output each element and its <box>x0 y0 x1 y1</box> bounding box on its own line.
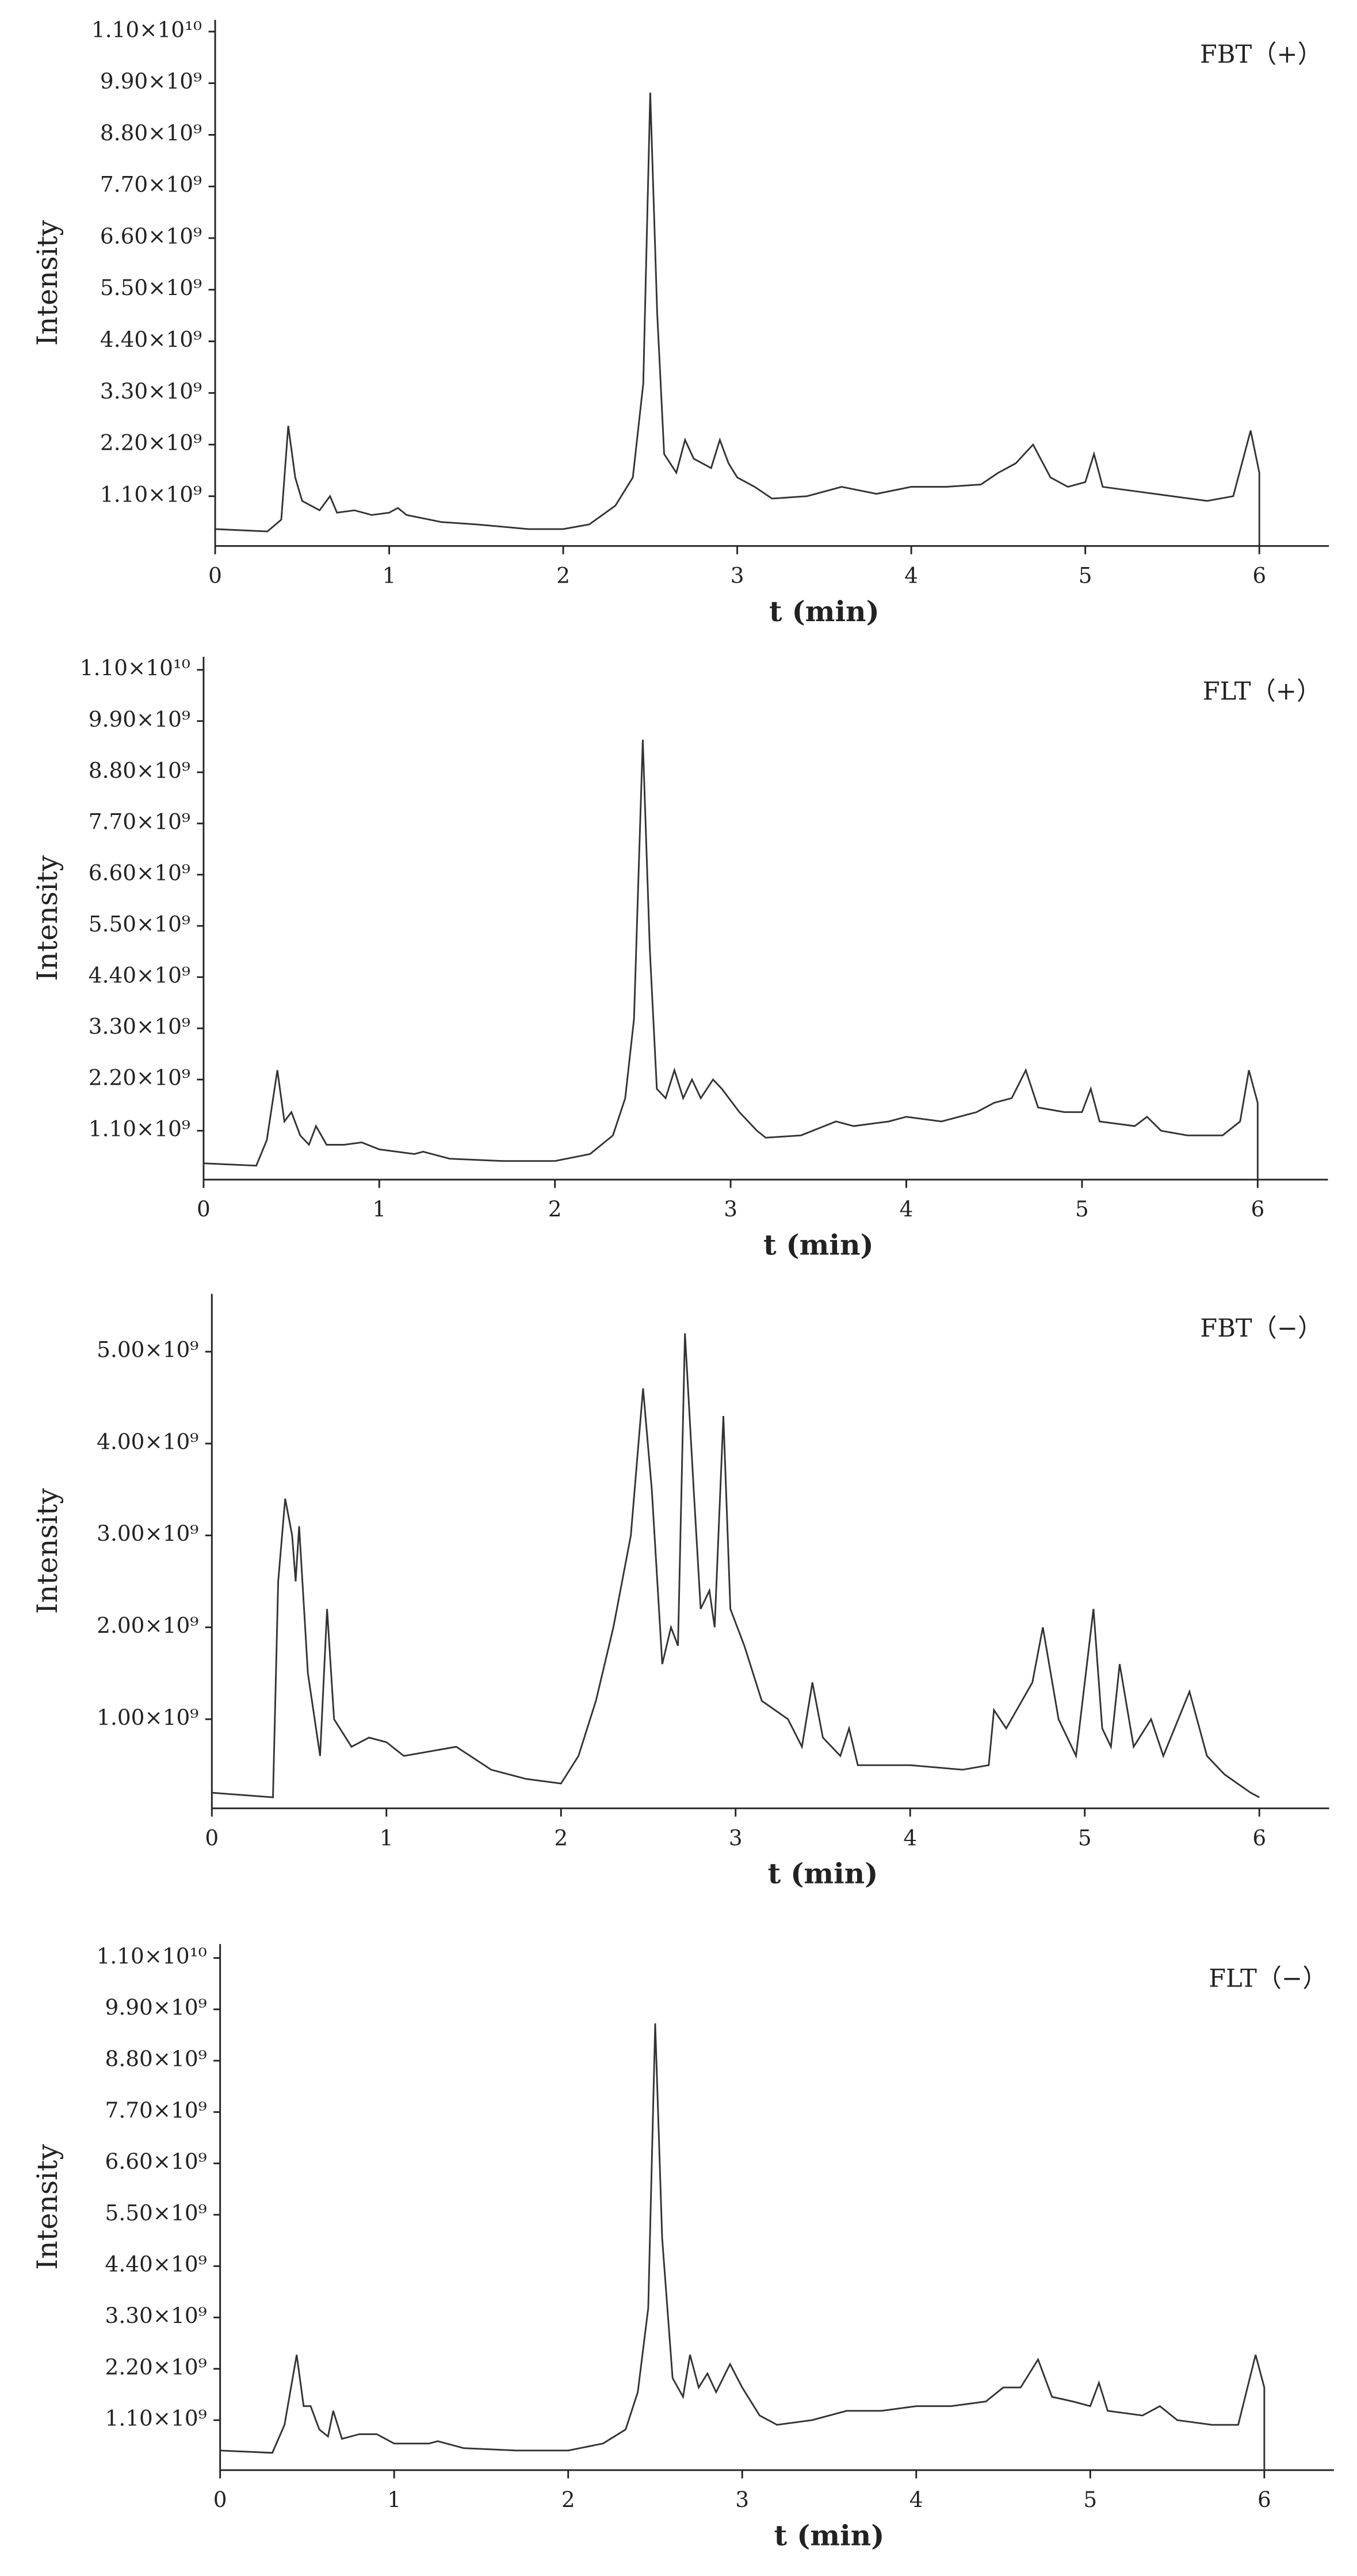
y-tick-label: 8.80×10⁹ <box>100 120 202 146</box>
y-tick-label: 1.10×10⁹ <box>100 481 202 507</box>
x-tick-label: 6 <box>1252 1825 1266 1850</box>
x-tick-label: 4 <box>900 1196 913 1222</box>
x-axis-label: t (min) <box>774 2518 885 2552</box>
y-tick-label: 7.70×10⁹ <box>89 809 190 834</box>
y-tick-label: 2.20×10⁹ <box>89 1065 190 1090</box>
panel-annotation: FBT（+） <box>1200 40 1322 69</box>
x-tick-label: 5 <box>1083 2487 1097 2512</box>
x-tick-label: 3 <box>735 2487 749 2512</box>
y-tick-label: 2.20×10⁹ <box>100 430 202 456</box>
x-tick-label: 3 <box>731 562 744 588</box>
y-tick-label: 8.80×10⁹ <box>89 757 190 783</box>
x-tick-label: 3 <box>724 1196 737 1222</box>
x-tick-label: 5 <box>1079 562 1092 588</box>
x-tick-label: 1 <box>387 2487 401 2512</box>
x-tick-label: 2 <box>548 1196 562 1222</box>
y-tick-label: 7.70×10⁹ <box>105 2097 207 2123</box>
y-tick-label: 1.10×10⁹ <box>89 1116 190 1142</box>
y-tick-label: 7.70×10⁹ <box>100 172 202 197</box>
y-axis-label: Intensity <box>31 1488 64 1614</box>
x-tick-label: 3 <box>729 1825 743 1850</box>
x-tick-label: 4 <box>904 562 918 588</box>
y-tick-label: 1.10×10¹⁰ <box>97 1943 207 1969</box>
x-tick-label: 6 <box>1257 2487 1271 2512</box>
chromatogram-line <box>212 1333 1260 1798</box>
x-tick-label: 0 <box>213 2487 227 2512</box>
y-tick-label: 6.60×10⁹ <box>105 2149 207 2174</box>
x-tick-label: 0 <box>205 1825 219 1850</box>
x-tick-label: 6 <box>1251 1196 1264 1222</box>
y-tick-label: 5.50×10⁹ <box>89 911 190 936</box>
y-tick-label: 1.00×10⁹ <box>97 1705 198 1730</box>
y-tick-label: 4.40×10⁹ <box>105 2252 207 2277</box>
chromatogram-line <box>203 740 1259 1180</box>
x-tick-label: 6 <box>1252 562 1266 588</box>
x-tick-label: 2 <box>561 2487 575 2512</box>
y-axis-label: Intensity <box>31 220 64 346</box>
y-tick-label: 5.50×10⁹ <box>100 275 202 300</box>
y-tick-label: 9.90×10⁹ <box>105 1995 207 2020</box>
panel-annotation: FLT（−） <box>1209 1964 1327 1993</box>
x-axis-label: t (min) <box>763 1228 874 1262</box>
x-tick-label: 0 <box>208 562 222 588</box>
x-tick-label: 0 <box>197 1196 211 1222</box>
y-tick-label: 9.90×10⁹ <box>100 68 202 94</box>
x-tick-label: 2 <box>556 562 570 588</box>
y-tick-label: 3.30×10⁹ <box>105 2303 207 2328</box>
y-tick-label: 1.10×10¹⁰ <box>91 17 202 42</box>
y-tick-label: 8.80×10⁹ <box>105 2046 207 2072</box>
x-tick-label: 5 <box>1078 1825 1092 1850</box>
y-tick-label: 3.30×10⁹ <box>100 378 202 404</box>
panel-annotation: FLT（+） <box>1203 677 1321 706</box>
x-tick-label: 1 <box>372 1196 386 1222</box>
x-tick-label: 2 <box>554 1825 568 1850</box>
y-tick-label: 4.40×10⁹ <box>100 327 202 352</box>
y-tick-label: 6.60×10⁹ <box>89 860 190 885</box>
y-tick-label: 3.30×10⁹ <box>89 1013 190 1039</box>
y-tick-label: 6.60×10⁹ <box>100 223 202 248</box>
x-axis-label: t (min) <box>768 1857 878 1890</box>
x-tick-label: 4 <box>909 2487 923 2512</box>
y-tick-label: 1.10×10⁹ <box>105 2406 207 2431</box>
y-axis-label: Intensity <box>31 855 64 981</box>
x-tick-label: 1 <box>383 562 396 588</box>
panel-annotation: FBT（−） <box>1200 1314 1322 1343</box>
y-tick-label: 4.40×10⁹ <box>89 962 190 987</box>
x-tick-label: 1 <box>380 1825 393 1850</box>
y-tick-label: 2.20×10⁹ <box>105 2354 207 2379</box>
y-tick-label: 5.00×10⁹ <box>97 1337 198 1362</box>
y-tick-label: 5.50×10⁹ <box>105 2200 207 2225</box>
y-tick-label: 9.90×10⁹ <box>89 706 190 732</box>
y-tick-label: 3.00×10⁹ <box>97 1521 198 1546</box>
x-tick-label: 4 <box>903 1825 917 1850</box>
x-tick-label: 5 <box>1075 1196 1089 1222</box>
y-tick-label: 1.10×10¹⁰ <box>80 655 190 680</box>
y-axis-label: Intensity <box>31 2144 64 2270</box>
y-tick-label: 4.00×10⁹ <box>97 1429 198 1454</box>
y-tick-label: 2.00×10⁹ <box>97 1613 198 1638</box>
chromatogram-line <box>220 2023 1266 2470</box>
x-axis-label: t (min) <box>769 595 880 628</box>
chromatogram-line <box>215 92 1260 546</box>
